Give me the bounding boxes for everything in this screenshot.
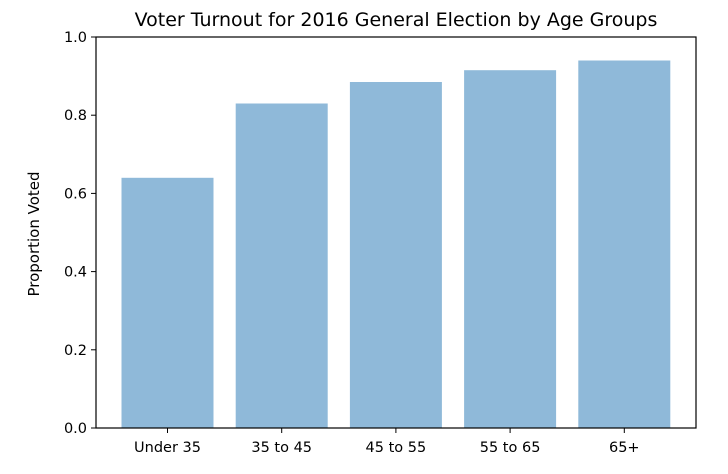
y-tick-label-1: 0.2 [64,343,87,359]
y-tick-label-3: 0.6 [64,186,87,202]
bars-group [121,60,671,428]
x-tick-label-1: 35 to 45 [251,440,312,456]
x-tick-label-0: Under 35 [134,440,201,456]
y-ticks-group: 0.0 0.2 0.4 0.6 0.8 1.0 [64,30,96,437]
x-ticks-group: Under 35 35 to 45 45 to 55 55 to 65 65+ [134,428,640,456]
bar-1 [235,103,328,428]
bar-0 [121,177,214,428]
y-tick-label-0: 0.0 [64,421,87,437]
y-tick-label-4: 0.8 [64,108,87,124]
bar-2 [349,82,442,428]
x-tick-label-2: 45 to 55 [366,440,427,456]
y-tick-label-2: 0.4 [64,265,87,281]
y-tick-label-5: 1.0 [64,30,87,46]
x-tick-label-3: 55 to 65 [480,440,541,456]
y-axis-label: Proportion Voted [25,171,43,296]
chart-title: Voter Turnout for 2016 General Election … [135,9,658,31]
plot-frame [95,36,697,429]
bar-3 [464,70,557,428]
x-tick-label-4: 65+ [609,440,640,456]
bar-4 [578,60,671,428]
